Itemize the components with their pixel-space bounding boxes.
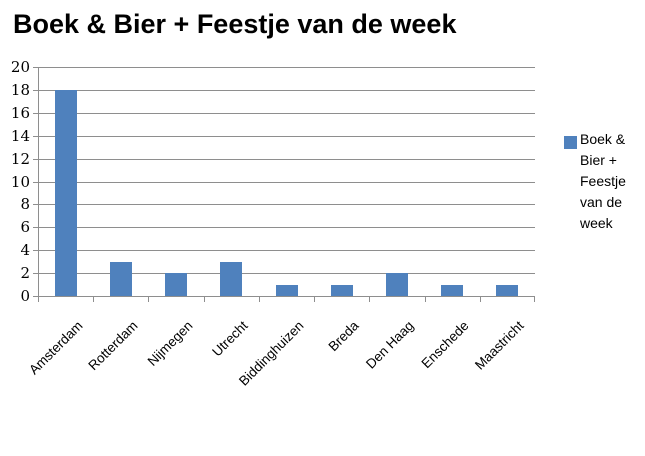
gridline <box>38 136 535 137</box>
y-tick-label: 0 <box>20 287 30 305</box>
x-tick-label: Maastricht <box>471 318 527 373</box>
bar <box>441 285 463 296</box>
y-tick-label: 12 <box>10 150 30 168</box>
y-tick-label: 8 <box>20 195 30 213</box>
gridline <box>38 90 535 91</box>
bar <box>496 285 518 296</box>
x-axis-tick <box>314 297 315 302</box>
gridline <box>38 113 535 114</box>
legend-series-label: Boek & Bier + Feestje van de week <box>580 131 626 231</box>
gridline <box>38 159 535 160</box>
x-tick-label: Amsterdam <box>26 318 86 378</box>
x-tick-label: Den Haag <box>363 318 417 372</box>
x-axis-tick <box>148 297 149 302</box>
plot-area <box>33 67 535 302</box>
x-axis-tick <box>259 297 260 302</box>
bar-chart: Boek & Bier + Feestje van de week 0 2 4 6 8 1… <box>0 9 626 389</box>
y-axis-tick <box>33 67 38 68</box>
x-axis-tick <box>534 297 535 302</box>
bar <box>331 285 353 296</box>
x-tick-label: Utrecht <box>209 318 251 360</box>
gridline <box>38 227 535 228</box>
gridline <box>38 250 535 251</box>
y-tick-label: 18 <box>10 81 30 99</box>
x-tick-label: Breda <box>325 318 362 355</box>
gridline <box>38 204 535 205</box>
y-tick-label: 6 <box>20 218 30 236</box>
bar <box>276 285 298 296</box>
y-axis-tick <box>33 296 38 297</box>
x-axis-tick <box>204 297 205 302</box>
bar <box>55 90 77 296</box>
x-tick-label: Rotterdam <box>85 318 141 374</box>
x-axis-tick <box>425 297 426 302</box>
y-axis-tick <box>33 182 38 183</box>
y-axis-tick <box>33 159 38 160</box>
gridline <box>38 273 535 274</box>
y-axis-tick <box>33 250 38 251</box>
bar <box>220 262 242 296</box>
bar <box>165 273 187 296</box>
y-axis-line <box>38 67 39 297</box>
y-tick-label: 14 <box>10 127 30 145</box>
x-tick-label: Nijmegen <box>144 318 196 369</box>
bar <box>110 262 132 296</box>
y-axis-labels: 0 2 4 6 8 10 12 14 16 18 20 <box>0 58 30 305</box>
gridline <box>38 67 535 68</box>
y-tick-label: 20 <box>10 58 30 76</box>
legend-swatch <box>564 136 577 149</box>
y-axis-tick <box>33 273 38 274</box>
x-axis-tick <box>38 297 39 302</box>
y-axis-tick <box>33 136 38 137</box>
x-tick-label: Enschede <box>418 318 472 372</box>
y-tick-label: 2 <box>20 264 30 282</box>
y-tick-label: 4 <box>20 241 30 259</box>
x-tick-label: Biddinghuizen <box>236 318 307 389</box>
y-axis-tick <box>33 90 38 91</box>
x-axis-line <box>38 296 535 297</box>
y-tick-label: 10 <box>10 173 30 191</box>
chart-title: Boek & Bier + Feestje van de week <box>13 9 457 39</box>
y-axis-tick <box>33 204 38 205</box>
x-axis-tick <box>93 297 94 302</box>
x-axis-tick <box>480 297 481 302</box>
bar <box>386 273 408 296</box>
y-tick-label: 16 <box>10 104 30 122</box>
y-axis-tick <box>33 227 38 228</box>
y-axis-tick <box>33 113 38 114</box>
x-axis-tick <box>369 297 370 302</box>
gridline <box>38 182 535 183</box>
